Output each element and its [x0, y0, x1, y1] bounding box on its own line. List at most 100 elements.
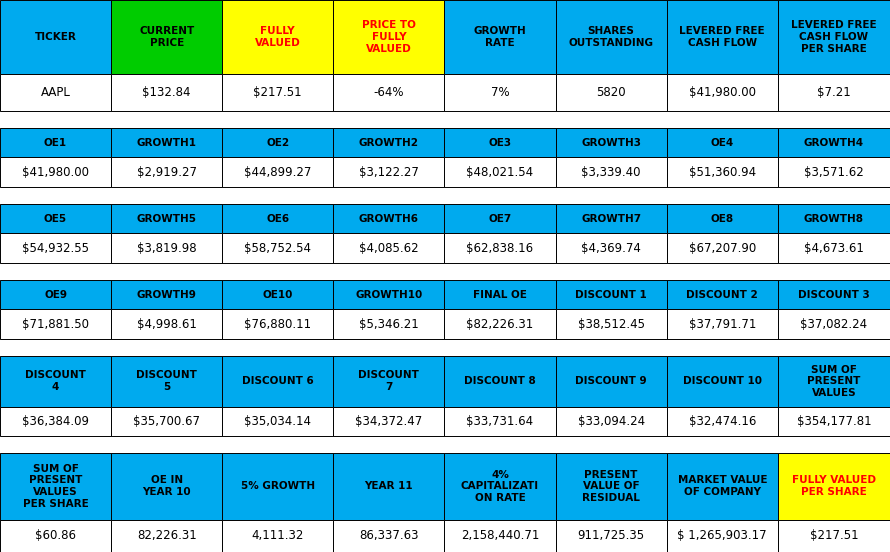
- Text: $62,838.16: $62,838.16: [466, 242, 534, 254]
- Text: $58,752.54: $58,752.54: [245, 242, 312, 254]
- Bar: [222, 407, 334, 436]
- Bar: [778, 453, 890, 519]
- Bar: [444, 355, 555, 407]
- Bar: [444, 309, 555, 339]
- Bar: [778, 233, 890, 263]
- Bar: [667, 204, 778, 233]
- Bar: [555, 355, 667, 407]
- Bar: [444, 74, 555, 111]
- Bar: [222, 519, 334, 552]
- Bar: [555, 233, 667, 263]
- Bar: [334, 157, 444, 187]
- Text: $34,372.47: $34,372.47: [355, 415, 423, 428]
- Bar: [222, 74, 334, 111]
- Text: FULLY
VALUED: FULLY VALUED: [255, 26, 301, 48]
- Bar: [111, 309, 222, 339]
- Text: $4,085.62: $4,085.62: [360, 242, 419, 254]
- Bar: [667, 407, 778, 436]
- Text: SUM OF
PRESENT
VALUES: SUM OF PRESENT VALUES: [807, 364, 861, 398]
- Text: $3,339.40: $3,339.40: [581, 166, 641, 179]
- Text: $51,360.94: $51,360.94: [689, 166, 756, 179]
- Bar: [667, 74, 778, 111]
- Text: $5,346.21: $5,346.21: [359, 317, 419, 331]
- Text: GROWTH4: GROWTH4: [804, 137, 864, 147]
- Text: PRESENT
VALUE OF
RESIDUAL: PRESENT VALUE OF RESIDUAL: [582, 470, 640, 503]
- Bar: [667, 233, 778, 263]
- Bar: [334, 407, 444, 436]
- Text: OE3: OE3: [489, 137, 512, 147]
- Text: OE7: OE7: [489, 214, 512, 224]
- Text: $2,919.27: $2,919.27: [137, 166, 197, 179]
- Text: 911,725.35: 911,725.35: [578, 529, 644, 542]
- Text: $33,731.64: $33,731.64: [466, 415, 534, 428]
- Bar: [555, 309, 667, 339]
- Bar: [0, 519, 111, 552]
- Text: 4,111.32: 4,111.32: [252, 529, 304, 542]
- Bar: [334, 0, 444, 74]
- Text: $4,673.61: $4,673.61: [804, 242, 864, 254]
- Text: 86,337.63: 86,337.63: [360, 529, 418, 542]
- Bar: [778, 355, 890, 407]
- Text: $4,998.61: $4,998.61: [137, 317, 197, 331]
- Bar: [222, 280, 334, 309]
- Text: OE4: OE4: [711, 137, 734, 147]
- Text: MARKET VALUE
OF COMPANY: MARKET VALUE OF COMPANY: [677, 475, 767, 497]
- Text: SHARES
OUTSTANDING: SHARES OUTSTANDING: [569, 26, 653, 48]
- Text: $217.51: $217.51: [810, 529, 858, 542]
- Text: DISCOUNT 3: DISCOUNT 3: [798, 289, 870, 300]
- Text: $3,571.62: $3,571.62: [804, 166, 864, 179]
- Bar: [667, 519, 778, 552]
- Bar: [222, 309, 334, 339]
- Text: OE2: OE2: [266, 137, 289, 147]
- Text: TICKER: TICKER: [35, 32, 77, 42]
- Text: DISCOUNT 8: DISCOUNT 8: [465, 376, 536, 386]
- Bar: [555, 74, 667, 111]
- Text: GROWTH7: GROWTH7: [581, 214, 642, 224]
- Bar: [334, 453, 444, 519]
- Bar: [444, 519, 555, 552]
- Bar: [444, 233, 555, 263]
- Text: $35,034.14: $35,034.14: [245, 415, 312, 428]
- Bar: [111, 519, 222, 552]
- Text: GROWTH3: GROWTH3: [581, 137, 641, 147]
- Bar: [555, 204, 667, 233]
- Text: 4%
CAPITALIZATI
ON RATE: 4% CAPITALIZATI ON RATE: [461, 470, 539, 503]
- Text: OE8: OE8: [711, 214, 734, 224]
- Text: PRICE TO
FULLY
VALUED: PRICE TO FULLY VALUED: [362, 20, 416, 54]
- Bar: [555, 280, 667, 309]
- Bar: [778, 128, 890, 157]
- Bar: [334, 519, 444, 552]
- Text: $354,177.81: $354,177.81: [797, 415, 871, 428]
- Text: $41,980.00: $41,980.00: [22, 166, 89, 179]
- Text: $3,819.98: $3,819.98: [137, 242, 197, 254]
- Bar: [667, 157, 778, 187]
- Bar: [334, 128, 444, 157]
- Text: $41,980.00: $41,980.00: [689, 86, 756, 99]
- Text: CURRENT
PRICE: CURRENT PRICE: [139, 26, 194, 48]
- Bar: [334, 355, 444, 407]
- Bar: [667, 355, 778, 407]
- Text: FINAL OE: FINAL OE: [473, 289, 527, 300]
- Bar: [444, 453, 555, 519]
- Bar: [222, 233, 334, 263]
- Bar: [334, 204, 444, 233]
- Bar: [0, 280, 111, 309]
- Text: GROWTH5: GROWTH5: [137, 214, 197, 224]
- Bar: [0, 204, 111, 233]
- Text: $38,512.45: $38,512.45: [578, 317, 644, 331]
- Text: GROWTH6: GROWTH6: [359, 214, 419, 224]
- Bar: [111, 128, 222, 157]
- Bar: [555, 128, 667, 157]
- Text: $4,369.74: $4,369.74: [581, 242, 641, 254]
- Bar: [555, 453, 667, 519]
- Bar: [667, 128, 778, 157]
- Bar: [111, 407, 222, 436]
- Bar: [555, 157, 667, 187]
- Text: 7%: 7%: [490, 86, 509, 99]
- Bar: [444, 0, 555, 74]
- Text: $33,094.24: $33,094.24: [578, 415, 644, 428]
- Text: $132.84: $132.84: [142, 86, 191, 99]
- Bar: [334, 309, 444, 339]
- Text: $82,226.31: $82,226.31: [466, 317, 534, 331]
- Text: LEVERED FREE
CASH FLOW: LEVERED FREE CASH FLOW: [679, 26, 765, 48]
